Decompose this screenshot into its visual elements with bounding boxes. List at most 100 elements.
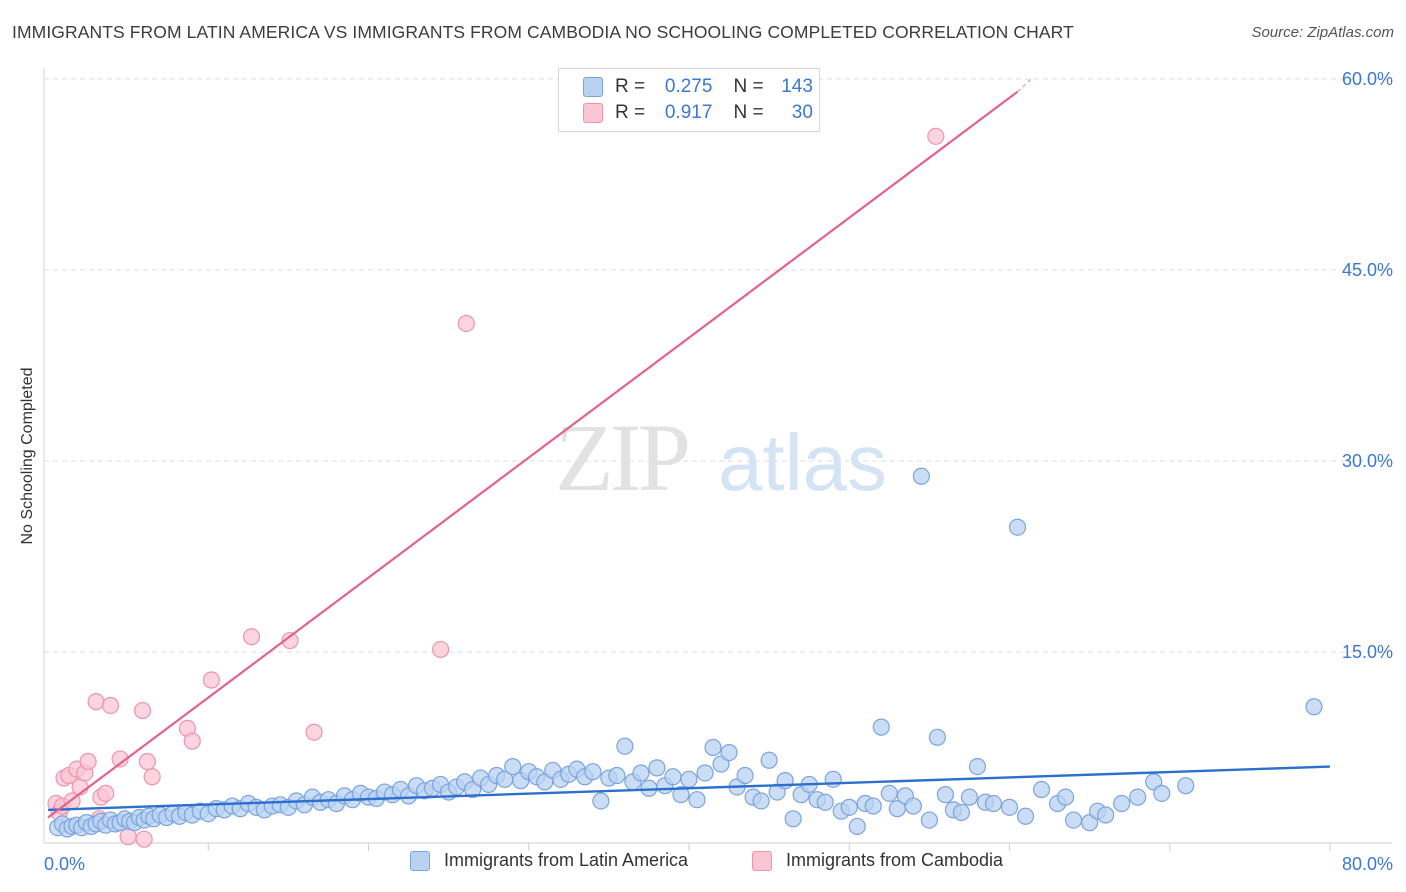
- data-point: [1032, 780, 1051, 799]
- data-point: [1000, 798, 1019, 816]
- watermark-zip: ZIP: [555, 404, 688, 511]
- data-point: [202, 671, 221, 689]
- data-point: [968, 757, 987, 776]
- y-tick-label: 60.0%: [1342, 69, 1393, 89]
- data-point: [1056, 788, 1075, 806]
- data-point: [183, 732, 201, 750]
- data-point: [880, 784, 898, 802]
- watermark-atlas: atlas: [718, 418, 887, 507]
- data-point: [648, 759, 666, 777]
- grid-layer: [43, 68, 1392, 851]
- watermark: ZIP atlas: [555, 404, 887, 511]
- data-point: [872, 718, 890, 736]
- data-point: [736, 766, 754, 785]
- tick-labels: 15.0% 30.0% 45.0% 60.0% 0.0% 80.0%: [44, 69, 1393, 874]
- data-point: [432, 640, 450, 659]
- x-tick-label: 80.0%: [1342, 854, 1393, 874]
- data-point: [1064, 811, 1083, 829]
- data-point: [936, 786, 955, 804]
- bottom-legend-cambodia: Immigrants from Cambodia: [752, 850, 1003, 871]
- data-point: [504, 757, 522, 776]
- data-point: [138, 752, 156, 771]
- data-point: [664, 768, 682, 786]
- legend-r-label: R =: [615, 76, 646, 97]
- legend-r-label: R =: [615, 102, 646, 123]
- cambodia-points: [47, 127, 945, 848]
- data-point: [1113, 794, 1131, 813]
- data-point: [1305, 698, 1323, 716]
- bottom-legend-label: Immigrants from Cambodia: [786, 850, 1004, 870]
- data-point: [984, 794, 1003, 813]
- data-point: [305, 723, 323, 741]
- data-point: [752, 792, 770, 810]
- data-point: [101, 696, 120, 715]
- chart-title: IMMIGRANTS FROM LATIN AMERICA VS IMMIGRA…: [12, 22, 1074, 42]
- trend-lines: [47, 78, 1331, 819]
- data-point: [672, 786, 690, 804]
- data-point: [720, 743, 738, 762]
- y-tick-label: 30.0%: [1342, 451, 1393, 471]
- data-point: [97, 784, 115, 802]
- legend-n-label: N =: [733, 76, 764, 97]
- data-point: [584, 763, 602, 781]
- x-tick-label: 0.0%: [44, 854, 85, 874]
- trend-line-cambodia-extension: [1017, 78, 1033, 93]
- data-point: [784, 810, 802, 828]
- bottom-legend-label: Immigrants from Latin America: [444, 850, 689, 870]
- data-point: [592, 792, 610, 810]
- trend-line-latin-america: [47, 765, 1331, 812]
- data-point: [242, 628, 261, 646]
- y-tick-label: 45.0%: [1342, 260, 1393, 280]
- latin-america-points: [49, 467, 1323, 838]
- legend-swatch-pink: [583, 103, 603, 123]
- data-point: [864, 797, 882, 815]
- data-point: [704, 738, 722, 757]
- legend-row-cambodia: R = 0.917 N = 30: [583, 101, 813, 125]
- data-point: [928, 728, 946, 746]
- data-point: [696, 764, 714, 782]
- data-point: [608, 766, 626, 785]
- data-point: [1097, 806, 1115, 824]
- data-point: [960, 788, 979, 806]
- data-point: [840, 798, 858, 816]
- data-point: [281, 631, 299, 650]
- y-tick-label: 15.0%: [1342, 642, 1393, 662]
- legend-n-value: 30: [791, 102, 813, 123]
- legend-r-value: 0.917: [664, 102, 713, 123]
- legend-swatch-blue: [583, 77, 603, 97]
- data-point: [760, 751, 778, 769]
- data-point: [688, 791, 706, 809]
- data-point: [912, 467, 930, 485]
- bottom-legend-swatch-pink: [752, 850, 772, 871]
- data-point: [1129, 788, 1147, 806]
- data-point: [457, 314, 475, 333]
- data-point: [79, 752, 97, 771]
- data-point: [1153, 784, 1171, 802]
- source-label: Source: ZipAtlas.com: [1251, 24, 1394, 41]
- data-point: [904, 797, 922, 815]
- data-point: [680, 770, 698, 788]
- data-point: [135, 830, 153, 848]
- data-point: [816, 793, 834, 811]
- data-point: [824, 770, 842, 788]
- bottom-legend-swatch-blue: [410, 850, 430, 871]
- data-point: [952, 803, 971, 822]
- data-point: [143, 768, 161, 786]
- y-axis-title: No Schooling Completed: [19, 367, 36, 545]
- data-point: [1016, 807, 1035, 825]
- bottom-legend-latin-america: Immigrants from Latin America: [410, 850, 688, 871]
- data-point: [927, 127, 945, 145]
- legend-n-value: 143: [781, 76, 813, 97]
- trend-line-cambodia: [47, 90, 1019, 819]
- data-point: [87, 693, 105, 711]
- correlation-legend: R = 0.275 N = 143 R = 0.917 N = 30: [558, 68, 820, 132]
- data-point: [616, 737, 634, 755]
- data-point: [1008, 518, 1027, 536]
- legend-r-value: 0.275: [664, 76, 713, 97]
- data-point: [920, 811, 938, 829]
- data-point: [632, 764, 650, 782]
- legend-n-label: N =: [733, 102, 764, 123]
- data-point: [111, 750, 129, 768]
- data-point: [1177, 777, 1195, 795]
